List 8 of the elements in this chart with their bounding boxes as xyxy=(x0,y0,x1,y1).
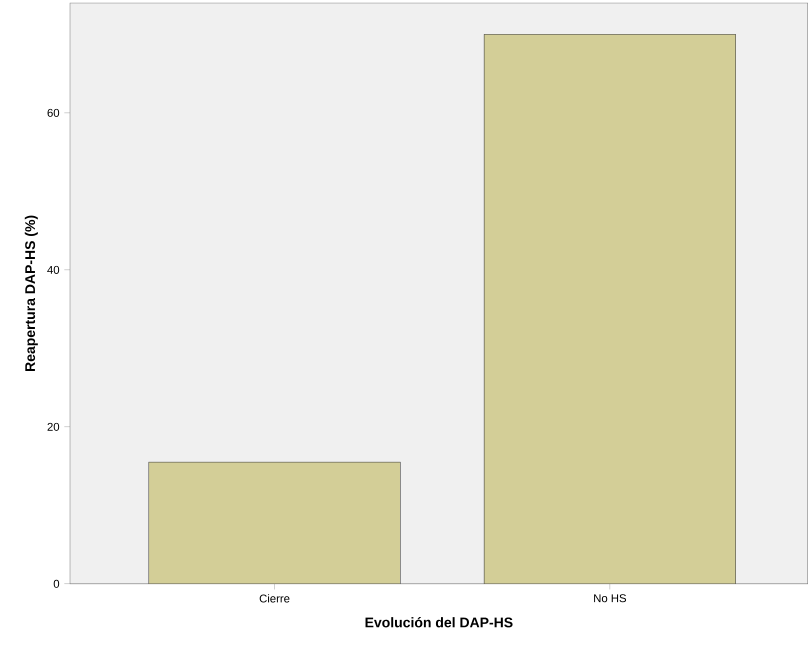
x-axis-title: Evolución del DAP-HS xyxy=(366,617,513,628)
x-tick-label: No HS xyxy=(594,594,626,602)
y-axis-title: Reapertura DAP-HS (%) xyxy=(24,216,38,372)
y-tick-label: 20 xyxy=(48,422,60,431)
y-tick-label: 0 xyxy=(54,580,60,588)
y-tick-label: 60 xyxy=(48,108,60,117)
x-tick-label: Cierre xyxy=(260,594,290,603)
y-tick-label: 40 xyxy=(47,266,60,274)
